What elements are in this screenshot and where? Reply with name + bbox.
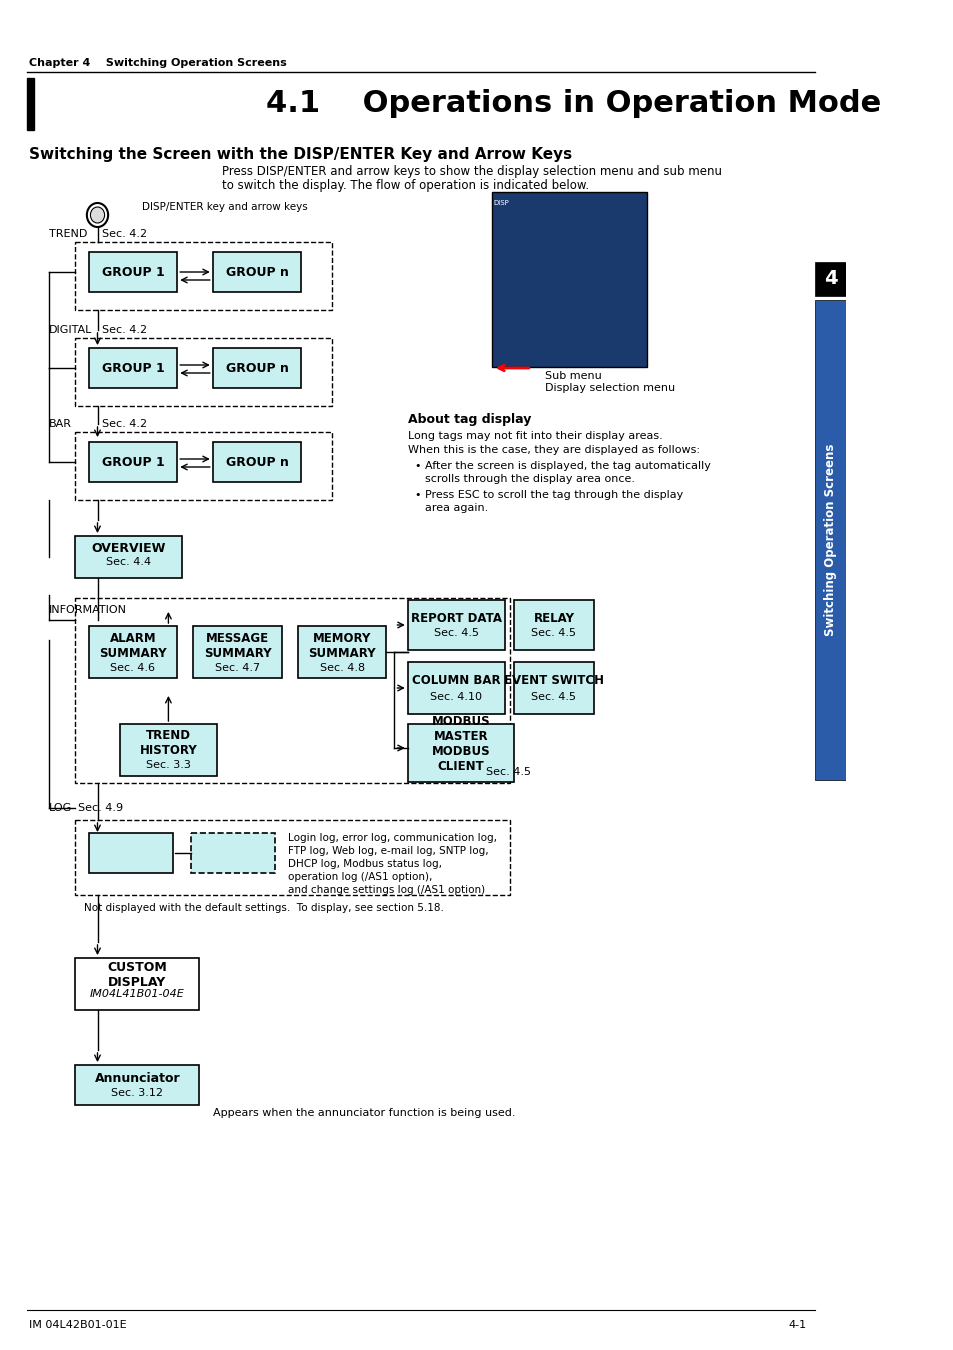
- FancyBboxPatch shape: [213, 348, 301, 387]
- Text: Annunciator: Annunciator: [94, 1072, 180, 1084]
- FancyBboxPatch shape: [407, 724, 514, 782]
- Text: Sec. 4.5: Sec. 4.5: [485, 767, 530, 778]
- FancyBboxPatch shape: [27, 78, 33, 130]
- FancyBboxPatch shape: [75, 432, 332, 500]
- FancyBboxPatch shape: [815, 300, 844, 780]
- FancyBboxPatch shape: [193, 626, 281, 678]
- Text: BAR: BAR: [49, 418, 71, 429]
- FancyBboxPatch shape: [89, 441, 177, 482]
- Text: • Press ESC to scroll the tag through the display: • Press ESC to scroll the tag through th…: [415, 490, 682, 500]
- Text: Press DISP/ENTER and arrow keys to show the display selection menu and sub menu: Press DISP/ENTER and arrow keys to show …: [221, 166, 720, 178]
- Circle shape: [91, 207, 105, 223]
- Text: OVERVIEW: OVERVIEW: [91, 543, 166, 555]
- FancyBboxPatch shape: [191, 833, 274, 873]
- Text: About tag display: About tag display: [407, 413, 531, 427]
- Text: DISP: DISP: [494, 200, 509, 207]
- FancyBboxPatch shape: [297, 626, 386, 678]
- Text: • After the screen is displayed, the tag automatically: • After the screen is displayed, the tag…: [415, 460, 710, 471]
- Text: Login log, error log, communication log,: Login log, error log, communication log,: [288, 833, 497, 842]
- Text: 4: 4: [822, 270, 837, 289]
- FancyBboxPatch shape: [514, 662, 594, 714]
- Text: LOG: LOG: [49, 803, 71, 813]
- Text: and change settings log (/AS1 option): and change settings log (/AS1 option): [288, 886, 485, 895]
- Text: TREND: TREND: [49, 230, 87, 239]
- Text: Sec. 4.2: Sec. 4.2: [102, 230, 147, 239]
- Text: operation log (/AS1 option),: operation log (/AS1 option),: [288, 872, 432, 882]
- Text: Long tags may not fit into their display areas.: Long tags may not fit into their display…: [407, 431, 661, 441]
- FancyBboxPatch shape: [407, 599, 505, 649]
- FancyBboxPatch shape: [407, 662, 505, 714]
- Text: to switch the display. The flow of operation is indicated below.: to switch the display. The flow of opera…: [221, 180, 588, 193]
- Text: Sec. 4.6: Sec. 4.6: [111, 663, 155, 674]
- FancyBboxPatch shape: [75, 958, 199, 1010]
- Text: Sec. 4.10: Sec. 4.10: [430, 693, 482, 702]
- Text: Sec. 4.2: Sec. 4.2: [102, 418, 147, 429]
- Text: INFORMATION: INFORMATION: [49, 605, 127, 616]
- Text: When this is the case, they are displayed as follows:: When this is the case, they are displaye…: [407, 446, 699, 455]
- Text: Sec. 4.5: Sec. 4.5: [531, 693, 576, 702]
- Text: Switching the Screen with the DISP/ENTER Key and Arrow Keys: Switching the Screen with the DISP/ENTER…: [30, 147, 572, 162]
- Text: IM 04L42B01-01E: IM 04L42B01-01E: [30, 1320, 127, 1330]
- FancyBboxPatch shape: [89, 833, 172, 873]
- Text: scrolls through the display area once.: scrolls through the display area once.: [425, 474, 635, 485]
- Text: Display selection menu: Display selection menu: [544, 383, 675, 393]
- Text: Not displayed with the default settings.  To display, see section 5.18.: Not displayed with the default settings.…: [84, 903, 443, 913]
- FancyBboxPatch shape: [492, 192, 646, 367]
- Text: GROUP n: GROUP n: [225, 455, 288, 468]
- FancyBboxPatch shape: [89, 348, 177, 387]
- FancyBboxPatch shape: [75, 598, 509, 783]
- FancyBboxPatch shape: [815, 262, 844, 296]
- Text: COLUMN BAR: COLUMN BAR: [412, 675, 500, 687]
- Text: Sec. 3.3: Sec. 3.3: [146, 760, 191, 770]
- Text: Sec. 4.5: Sec. 4.5: [434, 628, 478, 639]
- FancyBboxPatch shape: [213, 252, 301, 292]
- FancyBboxPatch shape: [75, 1065, 199, 1106]
- Text: REPORT DATA: REPORT DATA: [411, 612, 501, 625]
- Text: area again.: area again.: [425, 504, 488, 513]
- FancyBboxPatch shape: [75, 242, 332, 310]
- Text: 4.1    Operations in Operation Mode: 4.1 Operations in Operation Mode: [266, 89, 881, 119]
- Text: DISP/ENTER key and arrow keys: DISP/ENTER key and arrow keys: [142, 202, 307, 212]
- Text: DHCP log, Modbus status log,: DHCP log, Modbus status log,: [288, 859, 441, 869]
- Text: Sec. 4.7: Sec. 4.7: [214, 663, 260, 674]
- FancyBboxPatch shape: [89, 626, 177, 678]
- FancyBboxPatch shape: [75, 536, 181, 578]
- Text: Sec. 4.2: Sec. 4.2: [102, 325, 147, 335]
- FancyBboxPatch shape: [119, 724, 217, 776]
- Text: MEMORY
SUMMARY: MEMORY SUMMARY: [308, 632, 375, 660]
- FancyBboxPatch shape: [89, 252, 177, 292]
- Text: RELAY: RELAY: [533, 612, 574, 625]
- FancyBboxPatch shape: [75, 819, 509, 895]
- Text: Sec. 4.5: Sec. 4.5: [531, 628, 576, 639]
- Circle shape: [87, 202, 108, 227]
- Text: 4-1: 4-1: [787, 1320, 805, 1330]
- Text: EVENT SWITCH: EVENT SWITCH: [503, 675, 603, 687]
- Text: GROUP n: GROUP n: [225, 266, 288, 278]
- Text: Sec. 4.9: Sec. 4.9: [78, 803, 123, 813]
- Text: Sub menu: Sub menu: [544, 371, 601, 381]
- Text: FTP log, Web log, e-mail log, SNTP log,: FTP log, Web log, e-mail log, SNTP log,: [288, 846, 488, 856]
- Text: GROUP 1: GROUP 1: [101, 455, 164, 468]
- Text: Appears when the annunciator function is being used.: Appears when the annunciator function is…: [213, 1108, 515, 1118]
- Text: Sec. 3.12: Sec. 3.12: [112, 1088, 163, 1098]
- FancyBboxPatch shape: [213, 441, 301, 482]
- Text: CUSTOM
DISPLAY: CUSTOM DISPLAY: [108, 961, 167, 990]
- Text: TREND
HISTORY: TREND HISTORY: [139, 729, 197, 757]
- Text: GROUP n: GROUP n: [225, 362, 288, 374]
- Text: MESSAGE
SUMMARY: MESSAGE SUMMARY: [204, 632, 271, 660]
- Text: Chapter 4    Switching Operation Screens: Chapter 4 Switching Operation Screens: [30, 58, 287, 68]
- Text: MODBUS
MASTER
MODBUS
CLIENT: MODBUS MASTER MODBUS CLIENT: [431, 716, 490, 774]
- Text: DIGITAL: DIGITAL: [49, 325, 92, 335]
- Text: GROUP 1: GROUP 1: [101, 362, 164, 374]
- FancyBboxPatch shape: [514, 599, 594, 649]
- Text: IM04L41B01-04E: IM04L41B01-04E: [90, 990, 185, 999]
- FancyBboxPatch shape: [75, 338, 332, 406]
- Text: GROUP 1: GROUP 1: [101, 266, 164, 278]
- Text: Sec. 4.4: Sec. 4.4: [106, 558, 151, 567]
- Text: Switching Operation Screens: Switching Operation Screens: [823, 444, 836, 636]
- Text: ALARM
SUMMARY: ALARM SUMMARY: [99, 632, 167, 660]
- Text: Sec. 4.8: Sec. 4.8: [319, 663, 364, 674]
